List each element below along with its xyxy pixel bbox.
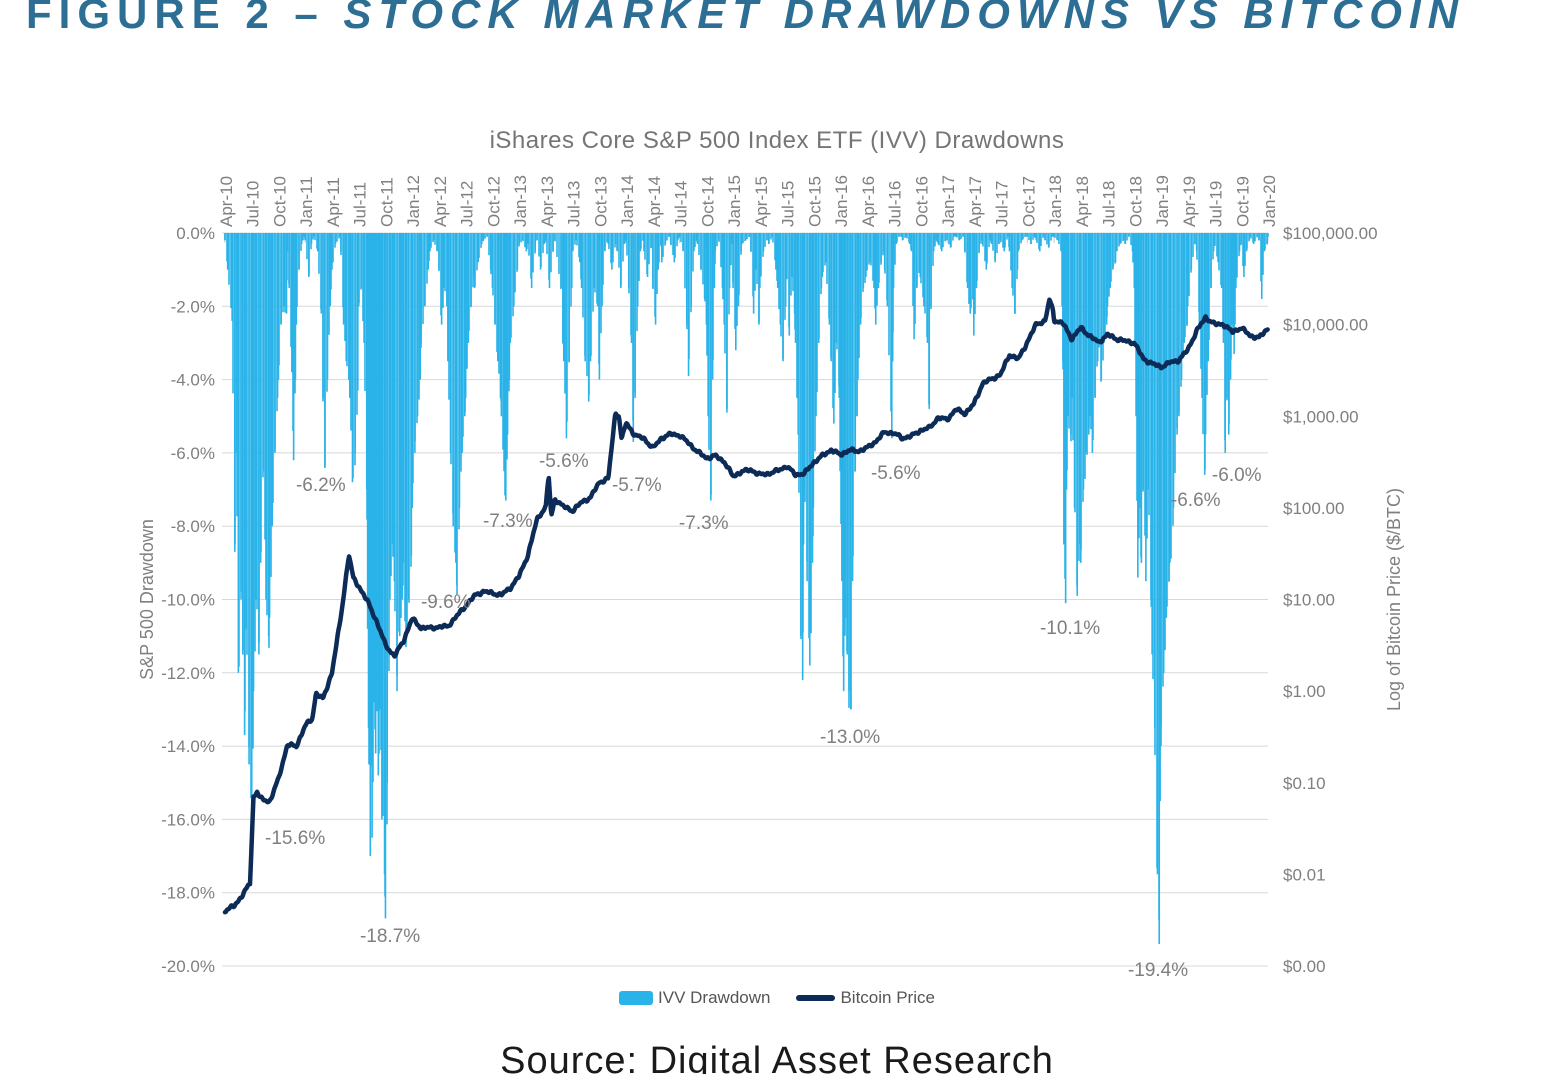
left-axis-label: -8.0% [171, 517, 215, 536]
x-axis-label: Apr-11 [324, 177, 343, 227]
annotation-label: -7.3% [483, 511, 533, 532]
x-axis-label: Oct-16 [912, 176, 931, 227]
x-axis-label: Jul-17 [993, 181, 1012, 227]
right-axis-label: $100.00 [1283, 499, 1344, 518]
right-axis-label: $10.00 [1283, 591, 1335, 610]
chart-title: iShares Core S&P 500 Index ETF (IVV) Dra… [489, 127, 1065, 154]
x-axis-label: Oct-11 [377, 177, 396, 227]
x-axis-label: Jan-18 [1046, 175, 1065, 227]
x-axis-label: Jul-10 [244, 181, 263, 227]
x-axis-label: Jul-15 [779, 181, 798, 227]
annotation-label: -6.6% [1171, 490, 1221, 511]
left-axis-label: -16.0% [161, 810, 215, 829]
x-axis-label: Oct-18 [1126, 176, 1145, 227]
annotation-label: -15.6% [265, 828, 325, 849]
annotation-label: -5.6% [871, 463, 921, 484]
x-axis-label: Jan-17 [939, 175, 958, 227]
right-axis-label: $0.10 [1283, 774, 1326, 793]
annotation-label: -7.3% [679, 513, 729, 534]
annotation-label: -5.6% [539, 451, 589, 472]
right-axis-labels: $100,000.00 $10,000.00 $1,000.00 $100.00 $10… [1283, 224, 1378, 976]
x-axis-label: Oct-10 [270, 176, 289, 227]
annotation-label: -19.4% [1128, 960, 1188, 981]
figure-title-prefix: FIGURE 2 – [26, 0, 344, 37]
annotation-label: -9.6% [421, 592, 471, 613]
x-axis-label: Apr-12 [431, 176, 450, 227]
x-axis-label: Apr-13 [538, 176, 557, 227]
annotation-label: -5.7% [612, 475, 662, 496]
bitcoin-price-swatch [796, 995, 836, 1001]
x-axis-label: Jul-12 [458, 181, 477, 227]
x-axis-label: Apr-14 [645, 176, 664, 227]
left-axis-label: -18.0% [161, 884, 215, 903]
right-axis-label: $1.00 [1283, 682, 1326, 701]
x-axis-label: Apr-18 [1073, 176, 1092, 227]
left-axis-title: S&P 500 Drawdown [137, 519, 157, 680]
left-axis-labels: 0.0% -2.0% -4.0% -6.0% -8.0% -10.0% -12.0% -14.… [161, 224, 215, 976]
x-axis-label: Apr-16 [859, 176, 878, 227]
x-axis-label: Oct-14 [698, 176, 717, 227]
chart-legend: IVV Drawdown Bitcoin Price [0, 988, 1554, 1008]
left-axis-label: -12.0% [161, 664, 215, 683]
annotation-label: -6.2% [296, 475, 346, 496]
left-axis-label: -10.0% [161, 591, 215, 610]
left-axis-label: -4.0% [171, 371, 215, 390]
ivv-drawdown-series [224, 233, 1269, 945]
right-axis-title: Log of Bitcoin Price ($/BTC) [1384, 488, 1404, 711]
x-axis-labels: Apr-10 Jul-10 Oct-10 Jan-11 Apr-11 Jul-11 Oct-… [217, 175, 1279, 227]
left-axis-label: -20.0% [161, 957, 215, 976]
annotation-label: -18.7% [360, 926, 420, 947]
legend-item-bitcoin-price: Bitcoin Price [796, 988, 935, 1008]
x-axis-label: Apr-19 [1180, 176, 1199, 227]
x-axis-label: Jan-11 [297, 176, 316, 227]
left-axis-label: -14.0% [161, 737, 215, 756]
right-axis-label: $1,000.00 [1283, 407, 1359, 426]
x-axis-label: Oct-17 [1019, 176, 1038, 227]
right-axis-label: $10,000.00 [1283, 316, 1368, 335]
x-axis-label: Jul-18 [1100, 181, 1119, 227]
x-axis-label: Oct-19 [1233, 176, 1252, 227]
left-axis-label: -6.0% [171, 444, 215, 463]
x-axis-label: Apr-17 [966, 176, 985, 227]
bitcoin-price-line [222, 297, 1270, 915]
x-axis-label: Jan-15 [725, 175, 744, 227]
x-axis-label: Jan-20 [1260, 175, 1279, 227]
x-axis-label: Jul-19 [1207, 181, 1226, 227]
x-axis-label: Jul-11 [351, 182, 370, 227]
x-axis-label: Apr-15 [752, 176, 771, 227]
x-axis-label: Oct-12 [484, 176, 503, 227]
figure-title: FIGURE 2 – STOCK MARKET DRAWDOWNS VS BIT… [26, 0, 1465, 35]
left-axis-label: 0.0% [176, 224, 215, 243]
x-axis-label: Oct-15 [805, 176, 824, 227]
right-axis-label: $0.01 [1283, 865, 1326, 884]
annotation-label: -13.0% [820, 727, 880, 748]
annotation-label: -10.1% [1040, 618, 1100, 639]
right-axis-label: $0.00 [1283, 957, 1326, 976]
ivv-drawdown-swatch [619, 991, 654, 1005]
annotations: -6.2% -15.6% -18.7% -9.6% -7.3% -5.6% -5.7% -7.… [265, 451, 1262, 981]
x-axis-label: Oct-13 [591, 176, 610, 227]
x-axis-label: Jul-16 [886, 181, 905, 227]
legend-item-ivv-drawdown: IVV Drawdown [619, 988, 770, 1008]
x-axis-label: Jan-19 [1153, 175, 1172, 227]
x-axis-label: Apr-10 [217, 176, 236, 227]
legend-label-ivv-drawdown: IVV Drawdown [658, 988, 771, 1007]
x-axis-label: Jul-13 [565, 181, 584, 227]
legend-label-bitcoin-price: Bitcoin Price [840, 988, 935, 1007]
x-axis-label: Jan-13 [511, 175, 530, 227]
x-axis-label: Jul-14 [672, 181, 691, 227]
source-caption: Source: Digital Asset Research [500, 1040, 1054, 1074]
right-axis-label: $100,000.00 [1283, 224, 1378, 243]
figure-title-emphasis: STOCK MARKET DRAWDOWNS VS BITCOIN [343, 0, 1465, 37]
x-axis-label: Jan-12 [404, 175, 423, 227]
x-axis-label: Jan-14 [618, 175, 637, 227]
x-axis-label: Jan-16 [832, 175, 851, 227]
left-axis-label: -2.0% [171, 297, 215, 316]
annotation-label: -6.0% [1212, 465, 1262, 486]
